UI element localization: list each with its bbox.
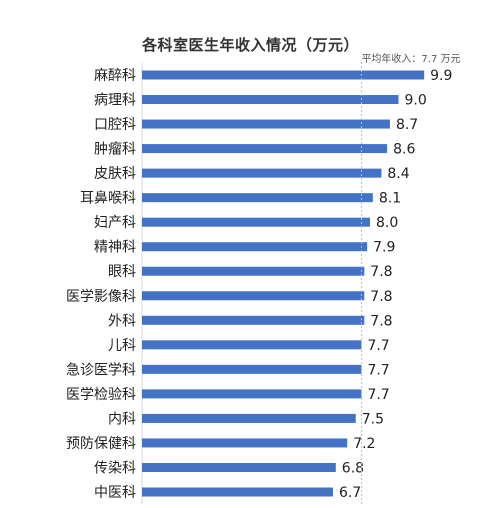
value-label-4: 8.6 [393, 142, 415, 158]
category-label-14: 医学检验科 [66, 387, 136, 403]
bar-9 [142, 266, 365, 276]
reference-line-label: 平均年收入：7.7 万元 [361, 52, 460, 65]
bar-8 [142, 242, 368, 252]
bar-14 [142, 389, 362, 399]
category-label-16: 预防保健科 [66, 436, 136, 452]
category-label-15: 内科 [108, 411, 136, 427]
value-label-2: 9.0 [405, 93, 427, 109]
bar-1 [142, 70, 425, 80]
bar-11 [142, 315, 365, 325]
value-label-7: 8.0 [376, 215, 398, 231]
category-label-6: 耳鼻喉科 [80, 190, 136, 207]
category-label-4: 肿瘤科 [94, 141, 136, 158]
category-label-2: 病理科 [94, 93, 136, 109]
value-label-6: 8.1 [379, 191, 401, 207]
bar-17 [142, 462, 336, 472]
value-label-11: 7.8 [370, 313, 392, 329]
value-label-16: 7.2 [353, 436, 375, 452]
category-label-3: 口腔科 [94, 117, 136, 133]
category-label-13: 急诊医学科 [66, 362, 136, 378]
value-label-9: 7.8 [370, 264, 392, 280]
bar-15 [142, 413, 356, 423]
value-label-8: 7.9 [373, 240, 395, 256]
value-label-1: 9.9 [430, 68, 452, 84]
value-label-5: 8.4 [387, 166, 409, 182]
bar-12 [142, 340, 362, 350]
category-label-17: 传染科 [94, 460, 136, 476]
value-label-17: 6.8 [342, 460, 364, 476]
bar-13 [142, 364, 362, 374]
bar-3 [142, 119, 390, 129]
category-label-7: 妇产科 [94, 214, 136, 231]
value-label-14: 7.7 [367, 387, 389, 403]
value-label-3: 8.7 [396, 117, 418, 133]
category-label-18: 中医科 [94, 485, 136, 501]
category-label-10: 医学影像科 [66, 289, 136, 305]
chart-title: 各科室医生年收入情况（万元） [141, 36, 359, 54]
bar-6 [142, 193, 373, 203]
value-label-15: 7.5 [362, 411, 384, 427]
bar-7 [142, 217, 370, 227]
category-label-5: 皮肤科 [94, 166, 136, 182]
bar-16 [142, 438, 348, 448]
bar-10 [142, 291, 365, 301]
value-label-10: 7.8 [370, 289, 392, 305]
value-label-13: 7.7 [367, 362, 389, 378]
bar-2 [142, 95, 399, 105]
category-label-9: 眼科 [108, 264, 136, 280]
bar-5 [142, 168, 382, 178]
category-label-8: 精神科 [94, 240, 136, 256]
category-label-1: 麻醉科 [94, 68, 136, 84]
category-label-12: 儿科 [108, 338, 136, 354]
bar-4 [142, 144, 388, 154]
bar-18 [142, 487, 333, 497]
category-label-11: 外科 [108, 313, 136, 329]
value-label-12: 7.7 [367, 338, 389, 354]
value-label-18: 6.7 [339, 485, 361, 501]
